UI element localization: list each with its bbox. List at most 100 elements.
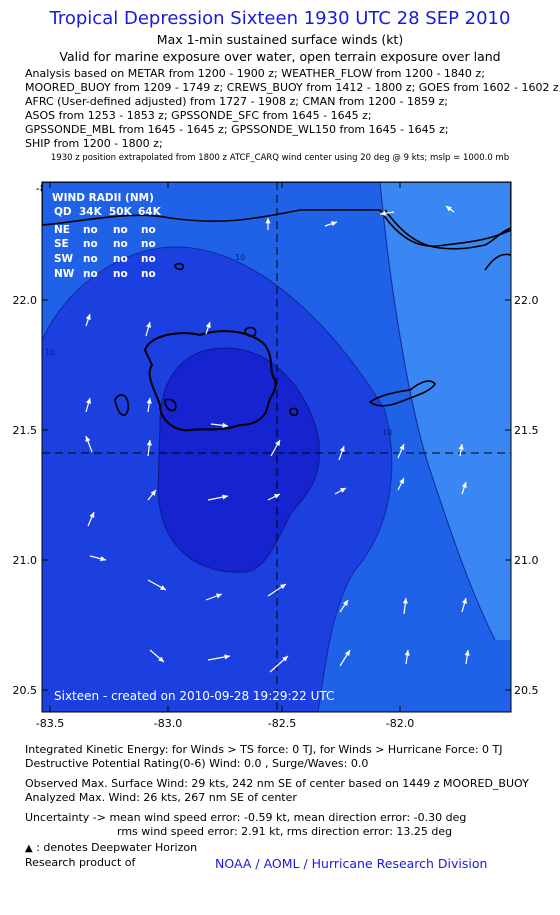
wind-radii-value: no (113, 238, 128, 250)
wind-arrowhead (224, 654, 230, 660)
axis-ticks (42, 182, 511, 712)
map-title: Tropical Depression Sixteen 1930 UTC 28 … (49, 8, 511, 29)
lat-label-right: 20.5 (514, 684, 539, 697)
deepwater-horizon-icon: ▲ (25, 843, 33, 854)
lon-label-bottom: -82.5 (268, 717, 296, 730)
island-outline (289, 407, 299, 417)
contour-label: 10 (235, 253, 245, 262)
wind-arrowhead (458, 444, 464, 450)
observed-max-wind: Observed Max. Surface Wind: 29 kts, 242 … (25, 777, 529, 790)
wind-radii-table: WIND RADII (NM) QD 34K 50K 64K NE no no … (52, 192, 162, 280)
legend-text: : denotes Deepwater Horizon (36, 841, 198, 854)
wind-arrowhead (146, 322, 152, 328)
wind-arrowhead (280, 584, 286, 590)
lat-label-left: 21.5 (13, 424, 38, 437)
dpr-line: Destructive Potential Rating(0-6) Wind: … (25, 757, 369, 770)
lat-label-right: 21.0 (514, 554, 539, 567)
wind-radii-value: no (141, 268, 156, 280)
wind-radii-quadrant: NW (54, 268, 75, 280)
wind-arrowhead (89, 512, 95, 518)
wind-arrowhead (344, 650, 350, 656)
wind-radii-header: 50K (109, 206, 133, 218)
wind-arrowhead (85, 436, 91, 442)
wind-arrowhead (282, 656, 288, 662)
wind-radii-value: no (113, 268, 128, 280)
wind-radii-header: 64K (138, 206, 162, 218)
map-subtitle: Max 1-min sustained surface winds (kt) (156, 32, 404, 47)
position-note: 1930 z position extrapolated from 1800 z… (50, 153, 510, 163)
source-line: SHIP from 1200 - 1800 z; (25, 137, 163, 150)
wind-arrowhead (464, 650, 470, 656)
wind-radii-title: WIND RADII (NM) (52, 192, 154, 204)
wind-arrowhead (216, 593, 222, 599)
rms-line: rms wind speed error: 2.91 kt, rms direc… (117, 825, 453, 838)
wind-arrowhead (342, 600, 348, 606)
lat-label-right: 22.0 (514, 294, 539, 307)
wind-radii-value: no (83, 253, 98, 265)
wind-arrowhead (461, 482, 467, 488)
wind-radii-header: QD (54, 206, 72, 218)
coastline (384, 209, 511, 250)
contour-label: 10 (45, 348, 55, 357)
lon-label-bottom: -83.5 (36, 717, 64, 730)
lon-label-bottom: -82.0 (386, 717, 414, 730)
wind-arrows (85, 205, 470, 673)
wind-arrowhead (265, 218, 271, 224)
wind-band-core (157, 347, 320, 573)
wind-radii-quadrant: SW (54, 253, 74, 265)
wind-arrowhead (340, 488, 346, 493)
map-frame (41, 181, 512, 713)
wind-map: -83.5 -83.0 -82.5 -82.0 10 10 10 (13, 181, 539, 730)
wind-arrowhead (331, 221, 337, 227)
legend-line: ▲ : denotes Deepwater Horizon (25, 841, 197, 854)
uncertainty-line: Uncertainty -> mean wind speed error: -0… (25, 811, 467, 824)
wind-band-outer (380, 182, 511, 640)
wind-arrowhead (380, 210, 386, 216)
wind-arrowhead (399, 444, 405, 450)
wind-radii-value: no (141, 238, 156, 250)
island-outline (174, 262, 185, 271)
coastline (42, 182, 511, 247)
wind-arrowhead (446, 206, 452, 212)
lat-label-left: 22.0 (13, 294, 38, 307)
lon-label-bottom: -83.0 (154, 717, 182, 730)
wind-arrowhead (274, 494, 280, 499)
contour-line (379, 182, 496, 641)
wind-arrowhead (150, 490, 156, 496)
wind-radii-quadrant: SE (54, 238, 69, 250)
wind-radii-value: no (113, 224, 128, 236)
wind-radii-value: no (141, 253, 156, 265)
wind-radii-value: no (83, 238, 98, 250)
wind-radii-value: no (113, 253, 128, 265)
wind-radii-value: no (83, 224, 98, 236)
island-outline (244, 326, 257, 337)
wind-radii-quadrant: NE (54, 224, 70, 236)
analyzed-max-wind: Analyzed Max. Wind: 26 kts, 267 nm SE of… (25, 791, 297, 804)
island-outline (143, 330, 277, 432)
island-outline (164, 398, 177, 412)
source-line: ASOS from 1253 - 1853 z; GPSSONDE_SFC fr… (25, 109, 372, 122)
lat-label-right: 21.5 (514, 424, 539, 437)
wind-arrowhead (205, 322, 211, 328)
wind-arrowhead (160, 585, 166, 590)
wind-arrowhead (100, 556, 106, 562)
research-label: Research product of (25, 856, 136, 869)
wind-arrowhead (339, 446, 345, 452)
contour-label: 10 (382, 428, 392, 437)
map-credit: Sixteen - created on 2010-09-28 19:29:22… (54, 689, 334, 703)
wind-arrowhead (158, 656, 164, 662)
lat-label-left: 20.5 (13, 684, 38, 697)
lat-label-left: 21.0 (13, 554, 38, 567)
coastline (484, 253, 511, 271)
source-line: GPSSONDE_MBL from 1645 - 1645 z; GPSSOND… (25, 123, 449, 136)
wind-arrowhead (399, 478, 404, 484)
noaa-aoml-link[interactable]: NOAA / AOML / Hurricane Research Divisio… (215, 856, 488, 871)
source-line: Analysis based on METAR from 1200 - 1900… (25, 67, 485, 80)
wind-arrowhead (86, 398, 92, 404)
source-line: AFRC (User-defined adjusted) from 1727 -… (25, 95, 448, 108)
wind-arrowhead (146, 440, 152, 446)
wind-arrowhead (222, 422, 228, 428)
wind-arrowhead (462, 598, 468, 604)
source-line: MOORED_BUOY from 1209 - 1749 z; CREWS_BU… (25, 81, 560, 94)
wind-radii-value: no (141, 224, 156, 236)
